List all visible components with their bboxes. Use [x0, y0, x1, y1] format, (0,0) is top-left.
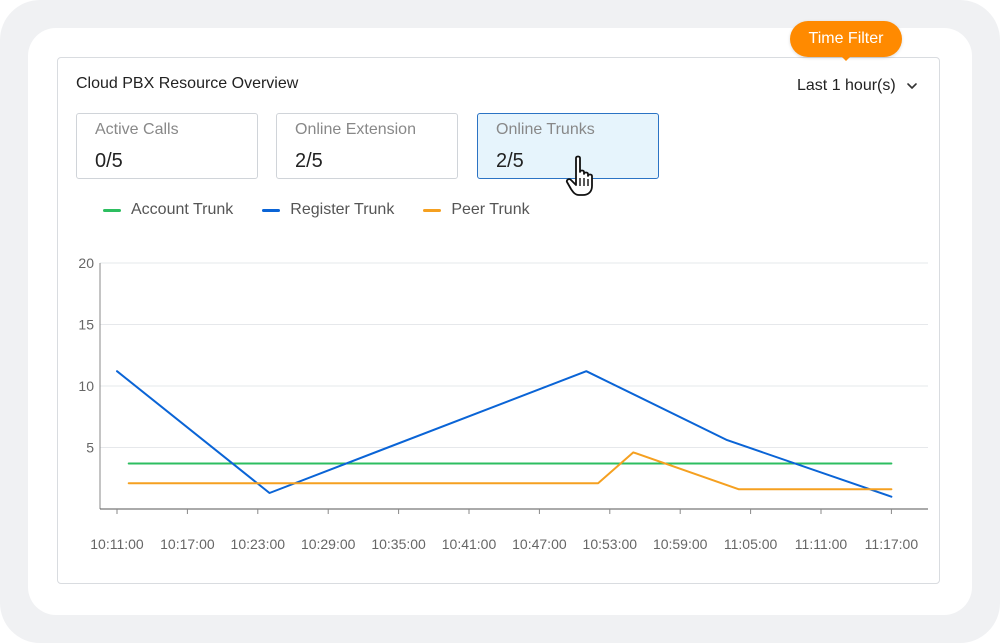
legend-swatch: [262, 208, 281, 212]
chart-legend: Account Trunk Register Trunk Peer Trunk: [103, 201, 530, 219]
chevron-down-icon: [906, 83, 917, 89]
y-tick-label: 20: [78, 255, 94, 271]
y-tick-label: 5: [86, 440, 94, 456]
legend-item-register-trunk[interactable]: Register Trunk: [262, 201, 394, 219]
x-tick-label: 10:41:00: [442, 536, 497, 552]
legend-swatch: [103, 208, 121, 212]
x-tick-label: 11:17:00: [865, 536, 919, 552]
time-filter-dropdown[interactable]: Last 1 hour(s): [797, 75, 918, 97]
stat-label: Online Trunks: [496, 121, 595, 138]
x-tick-label: 10:29:00: [301, 536, 356, 552]
y-tick-label: 10: [78, 378, 94, 394]
stat-value: 0/5: [95, 150, 123, 172]
legend-label: Account Trunk: [131, 201, 234, 218]
series-line-peer-trunk: [127, 451, 893, 491]
legend-swatch: [423, 208, 442, 212]
hand-pointer-cursor-icon: [565, 155, 593, 196]
x-tick-label: 10:11:00: [90, 536, 144, 552]
x-tick-label: 11:05:00: [724, 536, 778, 552]
stat-value: 2/5: [295, 150, 323, 172]
tooltip-arrow: [840, 55, 852, 61]
y-tick-label: 15: [78, 317, 94, 333]
series-line-register-trunk: [116, 370, 893, 498]
x-tick-label: 10:17:00: [160, 536, 215, 552]
time-filter-value: Last 1 hour(s): [797, 77, 896, 94]
legend-item-account-trunk[interactable]: Account Trunk: [103, 201, 233, 219]
legend-label: Register Trunk: [290, 201, 395, 218]
legend-item-peer-trunk[interactable]: Peer Trunk: [423, 201, 530, 219]
x-tick-label: 10:59:00: [653, 536, 708, 552]
x-tick-label: 10:35:00: [371, 536, 426, 552]
stat-label: Online Extension: [295, 121, 416, 138]
time-filter-tooltip: Time Filter: [790, 21, 902, 57]
stat-label: Active Calls: [95, 121, 179, 138]
legend-label: Peer Trunk: [451, 201, 530, 218]
x-tick-label: 10:23:00: [231, 536, 286, 552]
stat-card-active-calls[interactable]: Active Calls 0/5: [76, 113, 258, 179]
x-tick-label: 10:47:00: [512, 536, 567, 552]
x-tick-label: 11:11:00: [795, 536, 848, 552]
stat-value: 2/5: [496, 150, 524, 172]
stat-card-online-extension[interactable]: Online Extension 2/5: [276, 113, 458, 179]
panel-title: Cloud PBX Resource Overview: [76, 75, 299, 92]
x-tick-label: 10:53:00: [583, 536, 638, 552]
